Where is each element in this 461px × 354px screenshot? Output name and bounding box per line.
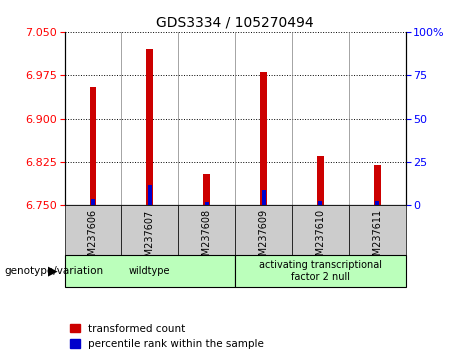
Bar [121, 205, 178, 255]
Text: activating transcriptional
factor 2 null: activating transcriptional factor 2 null [259, 260, 382, 282]
Bar [261, 190, 266, 205]
Text: GSM237609: GSM237609 [259, 209, 269, 268]
Bar [65, 205, 121, 255]
Bar [319, 201, 322, 205]
Text: GSM237607: GSM237607 [145, 209, 155, 269]
Bar [91, 199, 95, 205]
Bar [235, 205, 292, 255]
Bar [148, 184, 152, 205]
Bar [89, 87, 96, 205]
Bar [65, 255, 235, 287]
Text: GSM237608: GSM237608 [201, 209, 212, 268]
Bar [317, 156, 324, 205]
Bar [203, 173, 210, 205]
Text: wildtype: wildtype [129, 266, 171, 276]
Bar [178, 205, 235, 255]
Bar [375, 201, 379, 205]
Text: GSM237610: GSM237610 [315, 209, 325, 268]
Text: genotype/variation: genotype/variation [5, 266, 104, 276]
Legend: transformed count, percentile rank within the sample: transformed count, percentile rank withi… [70, 324, 264, 349]
Bar [147, 49, 153, 205]
Bar [349, 205, 406, 255]
Bar [235, 255, 406, 287]
Bar [292, 205, 349, 255]
Title: GDS3334 / 105270494: GDS3334 / 105270494 [156, 15, 314, 29]
Bar [205, 202, 209, 205]
Bar [260, 72, 267, 205]
Text: GSM237611: GSM237611 [372, 209, 382, 268]
Text: GSM237606: GSM237606 [88, 209, 98, 268]
Bar [374, 165, 381, 205]
Text: ▶: ▶ [48, 264, 58, 277]
